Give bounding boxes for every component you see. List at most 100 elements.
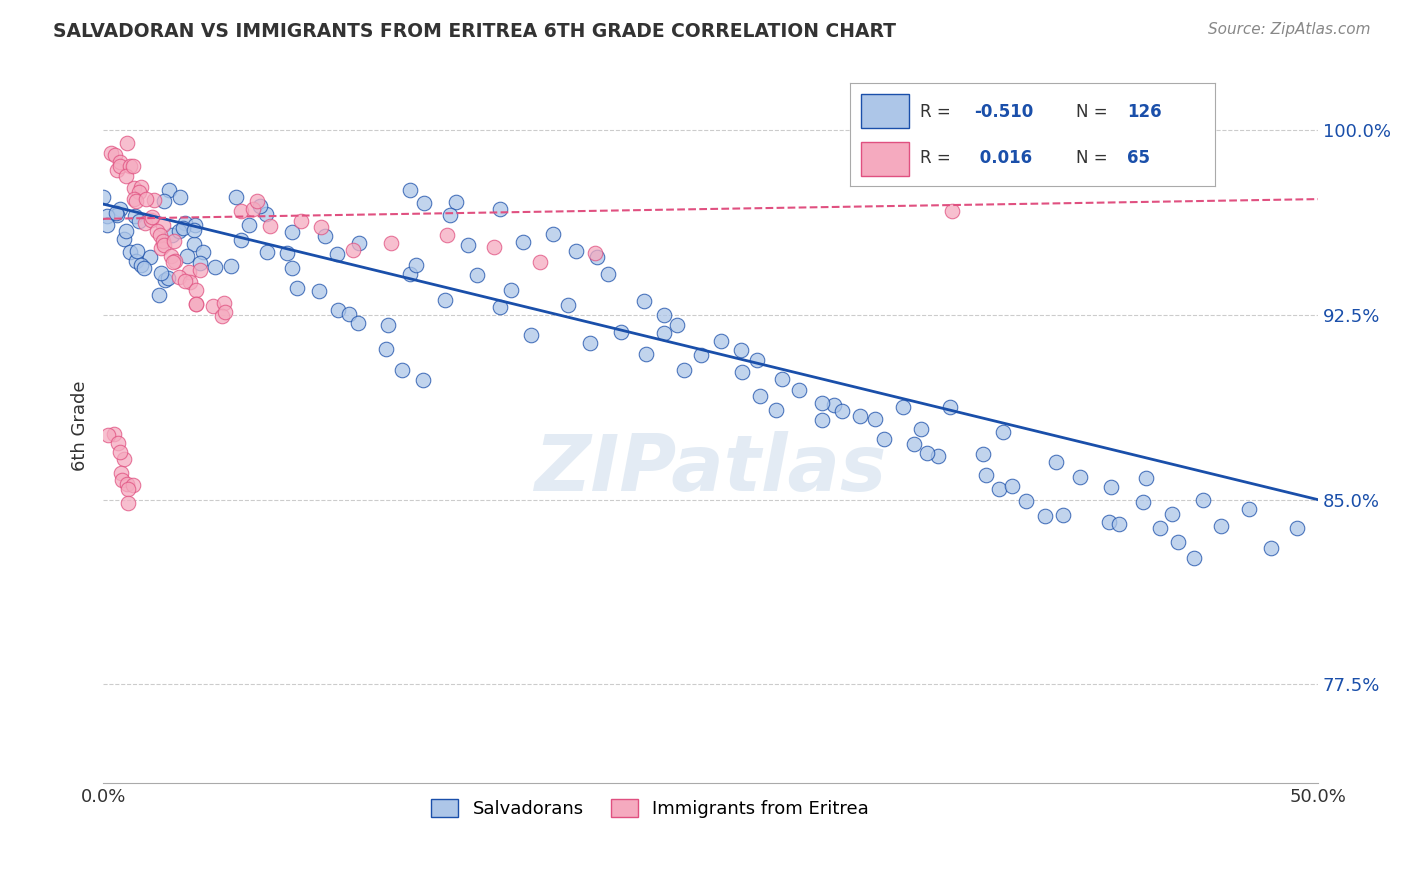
Point — [188, 263, 211, 277]
Point — [636, 347, 658, 361]
Point — [172, 221, 194, 235]
Point — [176, 249, 198, 263]
Point — [465, 268, 488, 282]
Point — [1069, 470, 1091, 484]
Point — [127, 244, 149, 258]
Point — [160, 249, 183, 263]
Point — [249, 199, 271, 213]
Point — [1191, 493, 1213, 508]
Point — [110, 466, 132, 480]
Point — [183, 236, 205, 251]
Point — [179, 275, 201, 289]
Point — [122, 181, 145, 195]
Point — [280, 261, 302, 276]
Point — [100, 145, 122, 160]
Point — [169, 270, 191, 285]
Point — [347, 316, 370, 330]
Point — [988, 483, 1011, 497]
Point — [377, 318, 399, 332]
Point — [103, 427, 125, 442]
Point — [134, 216, 156, 230]
Text: SALVADORAN VS IMMIGRANTS FROM ERITREA 6TH GRADE CORRELATION CHART: SALVADORAN VS IMMIGRANTS FROM ERITREA 6T… — [53, 22, 897, 41]
Point — [141, 210, 163, 224]
Point — [118, 159, 141, 173]
Point — [254, 207, 277, 221]
Point — [972, 447, 994, 461]
Point — [770, 372, 793, 386]
Point — [347, 235, 370, 250]
Point — [108, 155, 131, 169]
Y-axis label: 6th Grade: 6th Grade — [72, 381, 89, 471]
Text: ZIPatlas: ZIPatlas — [534, 431, 887, 507]
Point — [122, 192, 145, 206]
Point — [184, 218, 207, 232]
Point — [529, 255, 551, 269]
Point — [139, 250, 162, 264]
Point — [583, 246, 606, 260]
Point — [221, 259, 243, 273]
Point — [214, 305, 236, 319]
Point — [211, 309, 233, 323]
Point — [152, 218, 174, 232]
Point — [499, 283, 522, 297]
Point — [114, 169, 136, 183]
Point — [108, 445, 131, 459]
Point — [308, 284, 330, 298]
Point — [117, 496, 139, 510]
Point — [160, 227, 183, 242]
Point — [174, 274, 197, 288]
Point — [586, 250, 609, 264]
Point — [285, 281, 308, 295]
Point — [672, 363, 695, 377]
Point — [128, 213, 150, 227]
Point — [281, 226, 304, 240]
Point — [128, 186, 150, 200]
Point — [457, 237, 479, 252]
Point — [399, 268, 422, 282]
Point — [482, 240, 505, 254]
Point — [710, 334, 733, 348]
Point — [730, 343, 752, 357]
Point — [1097, 515, 1119, 529]
Point — [105, 208, 128, 222]
Point — [169, 189, 191, 203]
Point — [124, 209, 146, 223]
Point — [652, 308, 675, 322]
Point — [748, 389, 770, 403]
Point — [391, 363, 413, 377]
Point — [326, 247, 349, 261]
Point — [380, 235, 402, 250]
Legend: Salvadorans, Immigrants from Eritrea: Salvadorans, Immigrants from Eritrea — [423, 792, 876, 825]
Point — [1033, 509, 1056, 524]
Point — [564, 244, 586, 258]
Point — [112, 232, 135, 246]
Point — [149, 228, 172, 243]
Point — [238, 218, 260, 232]
Point — [146, 224, 169, 238]
Point — [108, 159, 131, 173]
Point — [412, 373, 434, 387]
Point — [314, 228, 336, 243]
Point — [941, 203, 963, 218]
Point — [167, 224, 190, 238]
Point — [512, 235, 534, 249]
Point — [246, 194, 269, 208]
Point — [1161, 507, 1184, 521]
Point — [872, 433, 894, 447]
Point — [135, 192, 157, 206]
Point — [731, 365, 754, 379]
Point — [444, 194, 467, 209]
Point — [811, 412, 834, 426]
Point — [104, 148, 127, 162]
Point — [849, 409, 872, 423]
Point — [173, 216, 195, 230]
Point — [787, 383, 810, 397]
Point — [520, 327, 543, 342]
Point — [337, 307, 360, 321]
Point — [1167, 534, 1189, 549]
Point — [910, 422, 932, 436]
Point — [991, 425, 1014, 440]
Point — [290, 213, 312, 227]
Point — [186, 283, 208, 297]
Point — [1135, 470, 1157, 484]
